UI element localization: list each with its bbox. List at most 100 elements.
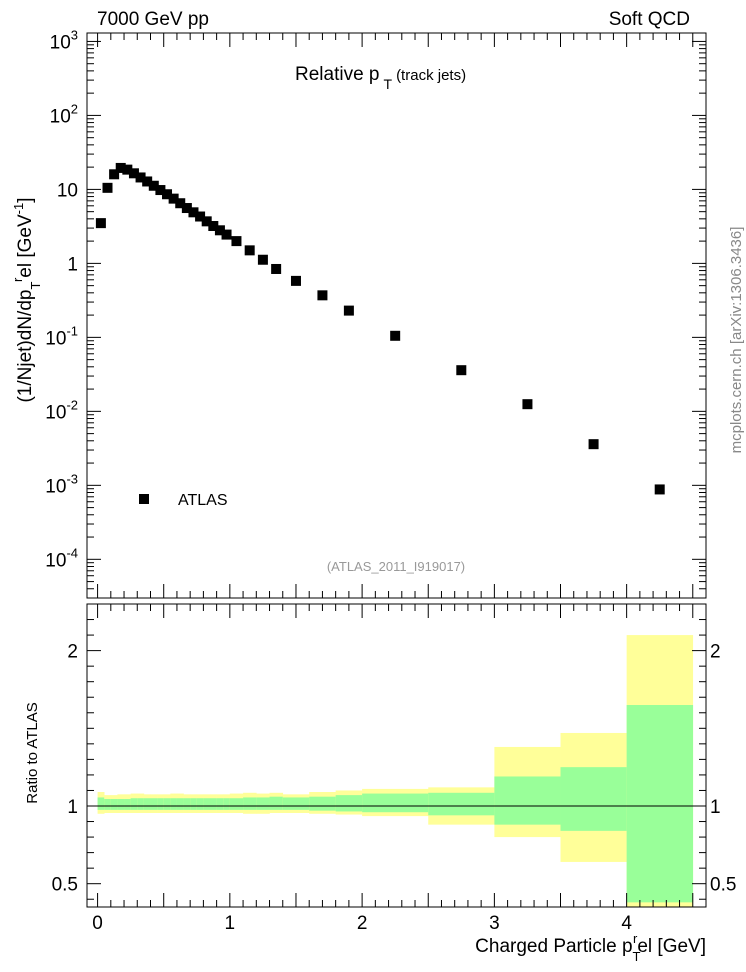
axis-ticks [87,33,706,907]
data-points [95,162,665,495]
header-left: 7000 GeV pp [97,9,209,30]
ratio-ytick-label-left-0: 0.5 [52,875,78,896]
main-ytick-label-3: 1 [67,254,78,275]
data-point-22 [257,254,268,265]
data-point-12 [175,198,186,209]
data-point-26 [343,305,354,316]
band-inner-25 [309,796,336,811]
side-label: mcplots.cern.ch [arXiv:1306.3436] [728,227,745,454]
ratio-xtick-label-4: 4 [621,913,632,934]
band-inner-28 [428,792,495,816]
band-inner-17 [210,798,217,810]
main-frame [86,32,707,599]
main-ytick-label-6: 10-3 [45,471,78,497]
band-inner-29 [494,776,561,825]
band-inner-24 [282,797,310,810]
ratio-frame [86,603,707,908]
data-point-7 [142,176,153,187]
band-inner-7 [143,798,151,810]
band-inner-15 [196,798,204,810]
data-point-14 [188,207,199,218]
band-inner-31 [626,705,694,903]
data-point-16 [201,216,212,227]
band-inner-14 [190,798,198,810]
data-point-13 [181,203,192,214]
ratio-bands [87,635,706,907]
main-ytick-label-1: 102 [50,101,78,127]
main-ylabel: (1/Njet)dN/dpTrel [GeV-1] [10,197,43,402]
main-title: Relative p T (track jets) [295,64,466,92]
data-point-9 [155,185,166,196]
data-point-29 [522,399,533,410]
band-inner-8 [150,798,158,810]
band-inner-6 [137,798,145,810]
main-ytick-label-4: 10-1 [45,323,78,349]
band-inner-20 [229,798,244,810]
data-point-2 [109,169,120,180]
data-point-15 [195,211,206,222]
data-point-25 [317,290,328,301]
ratio-xtick-label-1: 1 [225,913,236,934]
data-point-10 [162,189,173,200]
data-point-3 [115,162,126,173]
main-ytick-label-7: 10-4 [45,545,78,571]
band-inner-21 [243,797,257,810]
data-point-5 [128,168,139,179]
band-inner-0 [97,797,105,810]
data-point-4 [122,164,133,175]
data-point-19 [221,229,232,240]
legend-marker [139,494,149,504]
band-inner-5 [130,798,138,810]
data-point-24 [290,275,301,286]
band-inner-13 [183,798,191,810]
band-inner-30 [560,767,627,831]
band-inner-18 [216,798,224,810]
watermark: (ATLAS_2011_I919017) [327,559,465,574]
data-point-30 [588,439,599,450]
main-ytick-label-0: 103 [50,27,78,53]
band-inner-10 [163,798,171,810]
ratio-ytick-label-right-2: 2 [710,642,721,663]
data-point-31 [654,484,665,495]
band-inner-11 [170,798,178,810]
band-inner-16 [203,798,211,810]
ratio-ylabel: Ratio to ATLAS [24,702,41,803]
band-inner-4 [124,799,131,810]
header-right: Soft QCD [609,9,690,30]
band-inner-23 [269,796,284,810]
band-inner-12 [176,798,184,810]
data-point-8 [148,180,159,191]
ratio-ytick-label-right-0: 0.5 [710,875,736,896]
data-point-27 [390,330,401,341]
ratio-xtick-label-2: 2 [357,913,368,934]
legend-label: ATLAS [178,492,228,509]
band-inner-27 [362,793,429,813]
ratio-xlabel: Charged Particle pTrel [GeV] [475,931,706,964]
data-point-11 [168,193,179,204]
band-inner-9 [157,798,165,810]
data-point-1 [102,182,113,193]
data-point-28 [456,365,467,376]
main-ytick-label-2: 10 [57,180,78,201]
data-point-20 [231,236,242,247]
band-inner-26 [335,795,363,812]
data-point-17 [208,221,219,232]
main-ytick-label-5: 10-2 [45,397,78,423]
ratio-ytick-label-left-1: 1 [67,797,78,818]
band-inner-19 [223,798,231,810]
band-inner-1 [104,799,112,810]
data-point-18 [214,225,225,236]
ratio-xtick-label-3: 3 [489,913,500,934]
data-point-21 [244,245,255,256]
band-inner-22 [256,797,270,810]
data-point-6 [135,172,146,183]
ratio-ytick-label-right-1: 1 [710,797,721,818]
data-point-0 [95,218,106,229]
ratio-xtick-label-0: 0 [92,913,103,934]
band-inner-3 [117,799,125,810]
band-inner-2 [110,799,118,810]
data-point-23 [271,263,282,274]
ratio-ytick-label-left-2: 2 [67,642,78,663]
